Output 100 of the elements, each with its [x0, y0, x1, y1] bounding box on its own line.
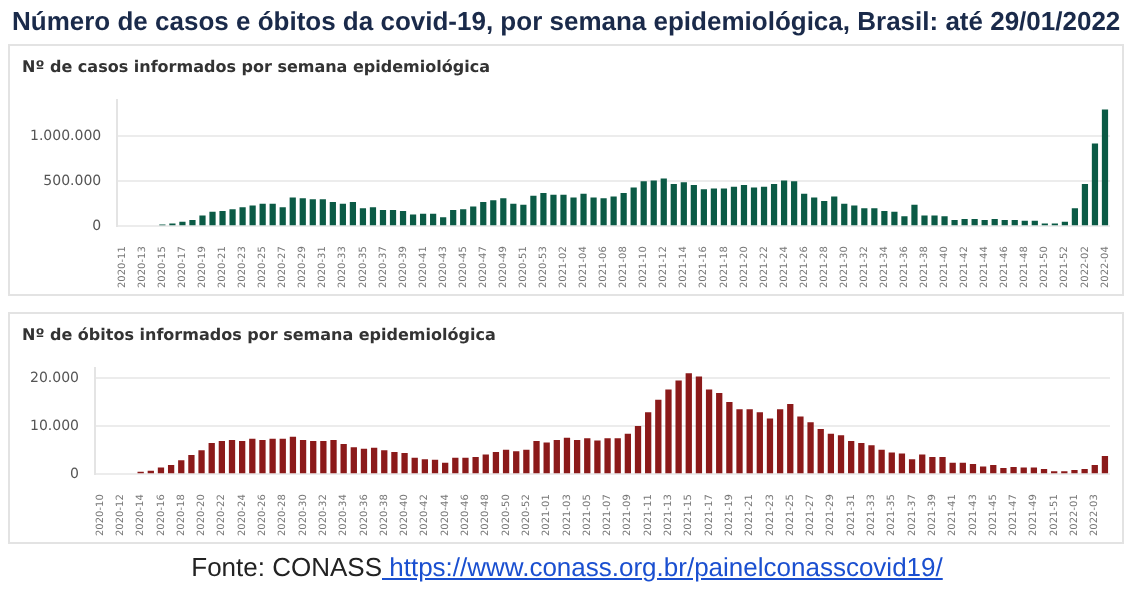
bar: [289, 436, 297, 474]
bar: [871, 208, 878, 226]
bar: [695, 376, 703, 474]
bar: [319, 199, 326, 226]
bar: [801, 193, 808, 226]
bar: [492, 452, 500, 474]
bar: [389, 210, 397, 226]
bar: [848, 441, 855, 474]
bar: [359, 208, 367, 226]
bar: [289, 197, 296, 226]
bar: [513, 451, 520, 474]
bar: [787, 403, 794, 474]
bar: [705, 389, 713, 474]
bar: [881, 210, 888, 226]
bar: [655, 399, 662, 474]
text: https://www.conass.org.br/painelconasscovid19/: [387, 552, 943, 582]
bar: [482, 454, 489, 474]
bar: [431, 459, 439, 474]
bar: [971, 219, 978, 226]
bar: [470, 206, 477, 226]
bar: [969, 464, 977, 474]
bar: [1071, 208, 1079, 226]
bar: [756, 412, 763, 474]
bar: [1101, 455, 1109, 474]
bar: [645, 412, 652, 474]
bar: [430, 213, 437, 226]
bar: [981, 219, 988, 226]
bar: [750, 187, 758, 226]
bar: [1011, 219, 1018, 226]
bar: [421, 459, 429, 474]
bar: [370, 447, 378, 474]
bar: [249, 438, 256, 474]
bar: [310, 441, 317, 474]
bar: [614, 438, 621, 474]
bar: [309, 199, 316, 226]
chart-title: Número de casos e óbitos da covid-19, por semana epidemiológica, Brasil: até 29/01/2022: [12, 6, 1121, 36]
bar: [776, 409, 784, 474]
bar: [919, 454, 926, 474]
bar: [990, 465, 997, 474]
bar: [208, 442, 215, 474]
bar: [440, 217, 447, 226]
bar: [381, 450, 388, 474]
bar: [178, 460, 185, 474]
bar: [700, 189, 707, 226]
bar: [249, 205, 256, 226]
bar: [167, 465, 175, 474]
bar: [1081, 183, 1089, 226]
bar: [660, 178, 667, 226]
bar: [690, 184, 697, 226]
bar: [228, 440, 236, 474]
bar: [634, 426, 642, 474]
bar: [720, 188, 728, 226]
bar: [339, 203, 346, 226]
bar: [949, 462, 956, 474]
bar: [991, 219, 998, 226]
bar: [640, 181, 647, 226]
bar: [1001, 219, 1008, 226]
bar: [573, 440, 581, 474]
bar: [279, 438, 286, 474]
bar: [1020, 467, 1027, 474]
bar: [553, 440, 560, 474]
bar: [821, 201, 828, 226]
bar: [500, 198, 507, 226]
bar: [841, 203, 848, 226]
bar: [740, 184, 748, 226]
bar: [760, 186, 768, 226]
bar: [543, 442, 550, 474]
bar: [360, 448, 368, 474]
bar: [959, 462, 966, 474]
bar: [442, 462, 449, 474]
bar: [329, 201, 336, 226]
bar: [858, 442, 865, 474]
bar: [1101, 109, 1109, 226]
bar: [239, 441, 246, 474]
bar: [520, 204, 527, 226]
bar: [780, 180, 788, 226]
bar: [349, 201, 357, 226]
bar: [584, 438, 591, 474]
chart-subtitle: Nº de casos informados por semana epidemiológica: [22, 58, 492, 76]
bar: [766, 418, 774, 474]
bar: [379, 210, 387, 226]
bar: [299, 198, 306, 226]
bar: [510, 203, 517, 226]
bar: [563, 437, 571, 474]
bar: [827, 433, 835, 474]
bar: [791, 181, 798, 226]
bar: [350, 447, 357, 474]
bar: [299, 440, 307, 474]
bar: [269, 203, 276, 226]
bar: [369, 207, 377, 226]
bar: [837, 435, 845, 474]
bar: [716, 392, 723, 474]
bar: [630, 187, 637, 226]
bar: [399, 210, 407, 226]
bar: [340, 443, 347, 474]
bar: [650, 180, 657, 226]
bar: [460, 209, 467, 226]
bar: [730, 186, 738, 226]
bar: [770, 183, 778, 226]
bar: [908, 459, 916, 474]
